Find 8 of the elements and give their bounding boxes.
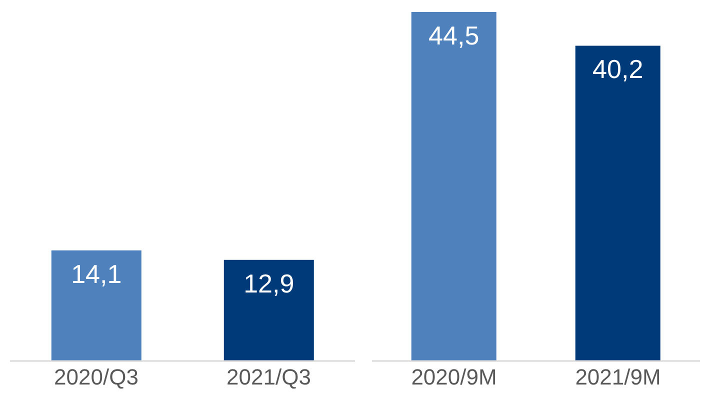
x-tick-label: 2021/Q3 <box>226 364 311 390</box>
data-label: 40,2 <box>592 54 644 84</box>
x-tick-label: 2020/Q3 <box>54 364 138 390</box>
data-label: 14,1 <box>71 258 122 289</box>
data-label: 12,9 <box>244 268 294 298</box>
data-label: 44,5 <box>428 20 480 50</box>
x-tick-label: 2020/9M <box>411 364 497 390</box>
x-tick-label: 2021/9M <box>575 364 661 390</box>
